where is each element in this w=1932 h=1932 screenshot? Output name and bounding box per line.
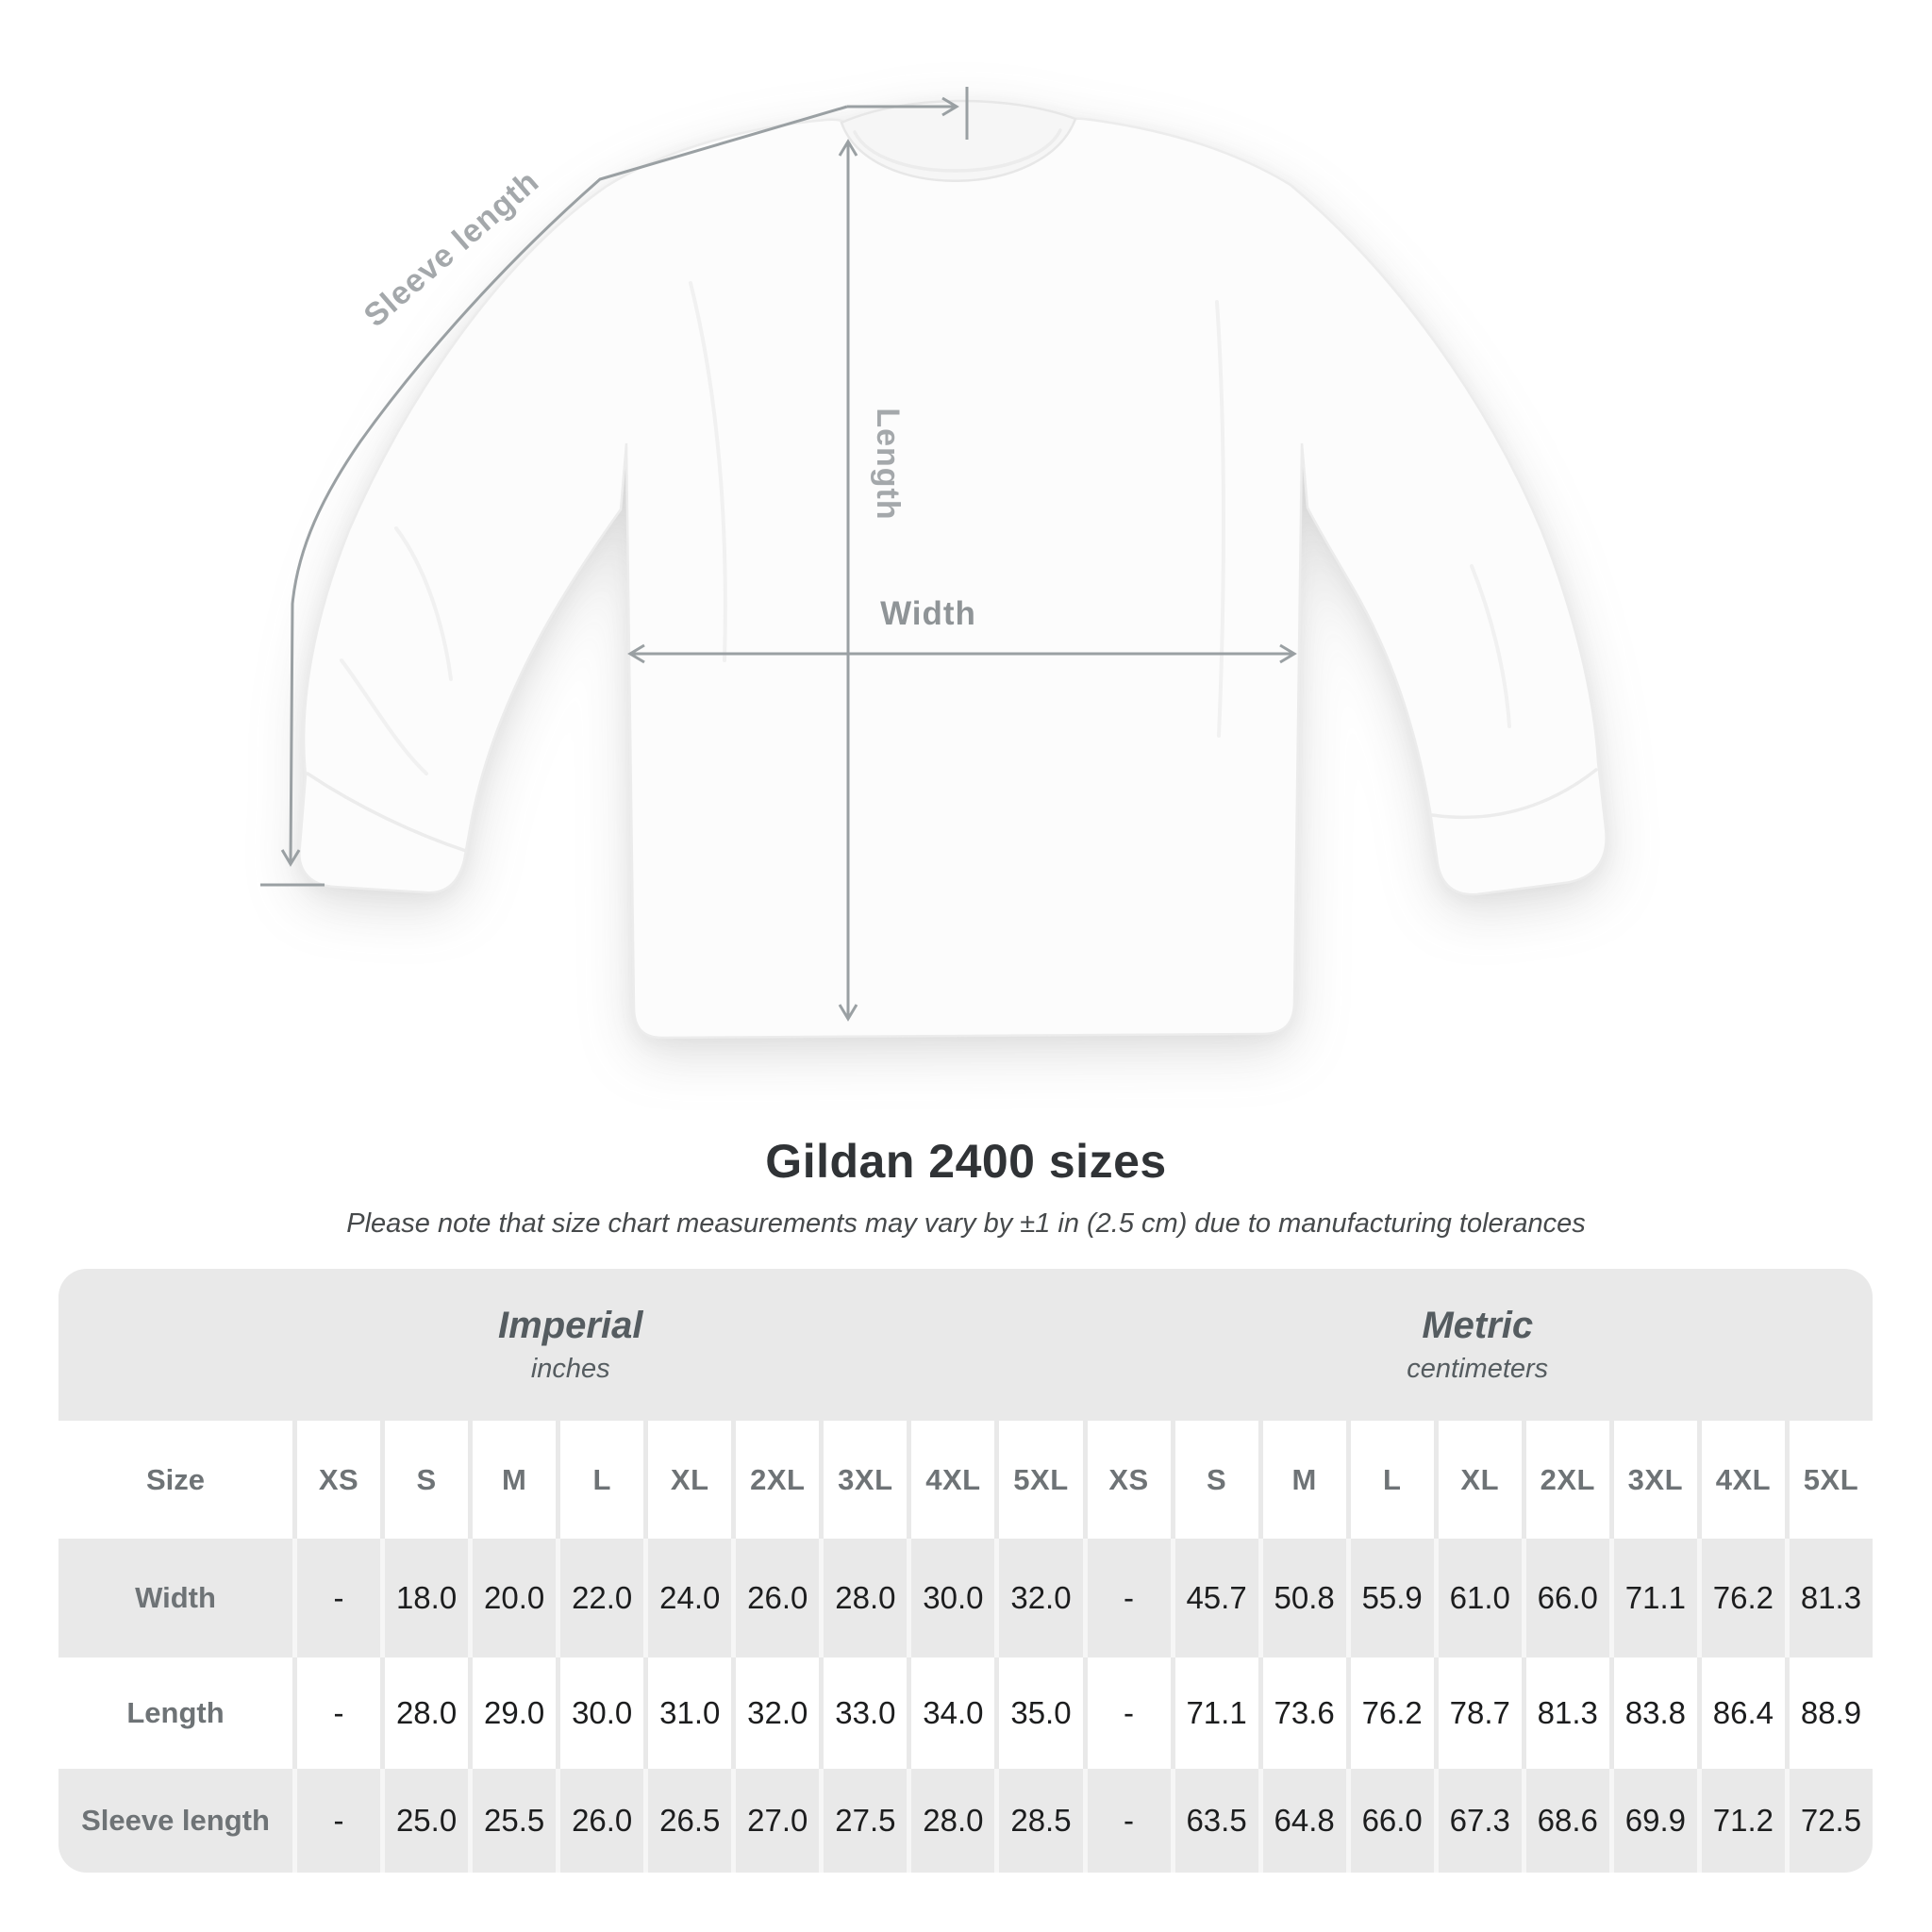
value-cell: 78.7 xyxy=(1433,1657,1522,1769)
size-col-header: 2XL xyxy=(731,1421,820,1539)
metric-unit: centimeters xyxy=(1407,1354,1549,1384)
metric-heading: Metric xyxy=(1422,1305,1534,1346)
size-col-header: S xyxy=(380,1421,469,1539)
value-cell: 71.1 xyxy=(1170,1657,1258,1769)
value-cell: 50.8 xyxy=(1257,1539,1346,1657)
size-table-grid: Imperial inches Metric centimeters Size … xyxy=(58,1269,1873,1873)
unit-group-metric: Metric centimeters xyxy=(1082,1269,1873,1421)
size-col-header: XS xyxy=(1082,1421,1171,1539)
sleeve-length-line xyxy=(280,105,848,867)
value-cell: 29.0 xyxy=(468,1657,557,1769)
value-cell: - xyxy=(1082,1769,1171,1873)
long-sleeve-shirt-illustration xyxy=(298,99,1607,1040)
value-cell: 28.0 xyxy=(907,1769,995,1873)
size-col-header: L xyxy=(556,1421,644,1539)
value-cell: 18.0 xyxy=(380,1539,469,1657)
value-cell: 83.8 xyxy=(1608,1657,1697,1769)
value-cell: 33.0 xyxy=(819,1657,908,1769)
value-cell: 86.4 xyxy=(1696,1657,1785,1769)
row-label: Sleeve length xyxy=(58,1769,292,1873)
length-label: Length xyxy=(870,408,906,520)
row-label: Length xyxy=(58,1657,292,1769)
value-cell: 20.0 xyxy=(468,1539,557,1657)
row-label: Width xyxy=(58,1539,292,1657)
measurement-lines xyxy=(260,87,1297,1022)
size-col-header: S xyxy=(1170,1421,1258,1539)
imperial-heading: Imperial xyxy=(498,1305,643,1346)
value-cell: 32.0 xyxy=(731,1657,820,1769)
value-cell: 73.6 xyxy=(1257,1657,1346,1769)
value-cell: 30.0 xyxy=(556,1657,644,1769)
value-cell: 63.5 xyxy=(1170,1769,1258,1873)
value-cell: 26.5 xyxy=(643,1769,732,1873)
size-col-header: 5XL xyxy=(994,1421,1083,1539)
value-cell: 26.0 xyxy=(556,1769,644,1873)
value-cell: 61.0 xyxy=(1433,1539,1522,1657)
width-label: Width xyxy=(880,595,976,632)
value-cell: 32.0 xyxy=(994,1539,1083,1657)
size-col-header: 2XL xyxy=(1521,1421,1609,1539)
value-cell: - xyxy=(292,1539,381,1657)
value-cell: 27.0 xyxy=(731,1769,820,1873)
value-cell: 72.5 xyxy=(1784,1769,1873,1873)
size-col-header: M xyxy=(468,1421,557,1539)
value-cell: 28.0 xyxy=(819,1539,908,1657)
value-cell: - xyxy=(1082,1539,1171,1657)
value-cell: 66.0 xyxy=(1521,1539,1609,1657)
size-col-header: 3XL xyxy=(1608,1421,1697,1539)
size-col-header: XL xyxy=(643,1421,732,1539)
value-cell: 64.8 xyxy=(1257,1769,1346,1873)
value-cell: 45.7 xyxy=(1170,1539,1258,1657)
size-corner-label: Size xyxy=(58,1421,292,1539)
value-cell: 69.9 xyxy=(1608,1769,1697,1873)
value-cell: 81.3 xyxy=(1784,1539,1873,1657)
shirt-measurement-diagram: Sleeve length Length Width xyxy=(260,87,1607,1040)
value-cell: 22.0 xyxy=(556,1539,644,1657)
value-cell: 25.0 xyxy=(380,1769,469,1873)
value-cell: 55.9 xyxy=(1345,1539,1434,1657)
value-cell: 26.0 xyxy=(731,1539,820,1657)
size-col-header: 4XL xyxy=(1696,1421,1785,1539)
imperial-unit: inches xyxy=(530,1354,610,1384)
value-cell: 76.2 xyxy=(1696,1539,1785,1657)
value-cell: 81.3 xyxy=(1521,1657,1609,1769)
value-cell: 28.0 xyxy=(380,1657,469,1769)
size-col-header: M xyxy=(1257,1421,1346,1539)
value-cell: 25.5 xyxy=(468,1769,557,1873)
value-cell: 30.0 xyxy=(907,1539,995,1657)
tolerance-note: Please note that size chart measurements… xyxy=(346,1208,1586,1239)
size-col-header: XL xyxy=(1433,1421,1522,1539)
value-cell: - xyxy=(1082,1657,1171,1769)
size-col-header: 3XL xyxy=(819,1421,908,1539)
value-cell: 27.5 xyxy=(819,1769,908,1873)
value-cell: 71.1 xyxy=(1608,1539,1697,1657)
value-cell: - xyxy=(292,1657,381,1769)
value-cell: 88.9 xyxy=(1784,1657,1873,1769)
value-cell: 28.5 xyxy=(994,1769,1083,1873)
value-cell: 31.0 xyxy=(643,1657,732,1769)
unit-group-imperial: Imperial inches xyxy=(58,1269,1083,1421)
value-cell: 67.3 xyxy=(1433,1769,1522,1873)
value-cell: 68.6 xyxy=(1521,1769,1609,1873)
size-col-header: 4XL xyxy=(907,1421,995,1539)
value-cell: 24.0 xyxy=(643,1539,732,1657)
value-cell: 71.2 xyxy=(1696,1769,1785,1873)
page-title: Gildan 2400 sizes xyxy=(765,1135,1167,1188)
value-cell: 76.2 xyxy=(1345,1657,1434,1769)
value-cell: 66.0 xyxy=(1345,1769,1434,1873)
size-col-header: XS xyxy=(292,1421,381,1539)
size-col-header: L xyxy=(1345,1421,1434,1539)
value-cell: 35.0 xyxy=(994,1657,1083,1769)
value-cell: - xyxy=(292,1769,381,1873)
value-cell: 34.0 xyxy=(907,1657,995,1769)
size-col-header: 5XL xyxy=(1784,1421,1873,1539)
